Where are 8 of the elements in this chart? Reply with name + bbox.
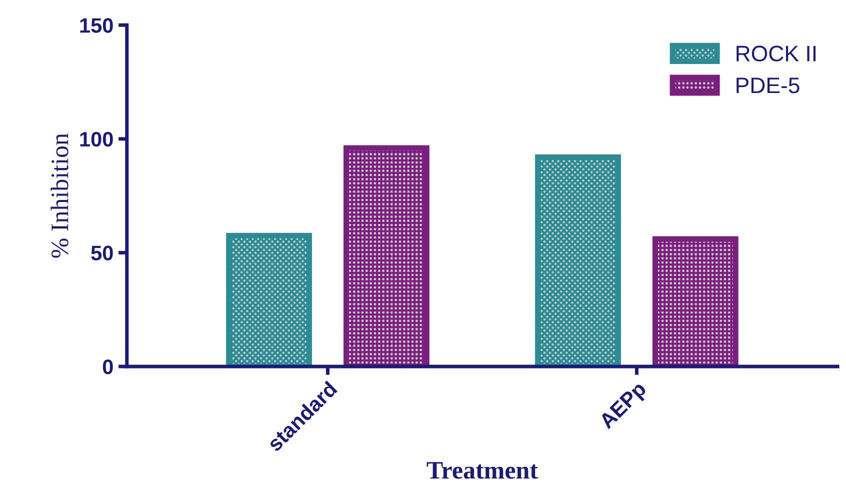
x-axis-title: Treatment — [426, 462, 538, 479]
y-axis-title: % Inhibition — [50, 133, 68, 258]
legend-label: ROCK II — [736, 46, 816, 62]
y-tick-label: 100 — [80, 132, 113, 147]
y-tick-label: 50 — [91, 246, 113, 260]
y-tick-label: 150 — [80, 18, 113, 33]
legend-label: PDE-5 — [736, 78, 800, 94]
y-tick-label: 0 — [102, 359, 113, 374]
